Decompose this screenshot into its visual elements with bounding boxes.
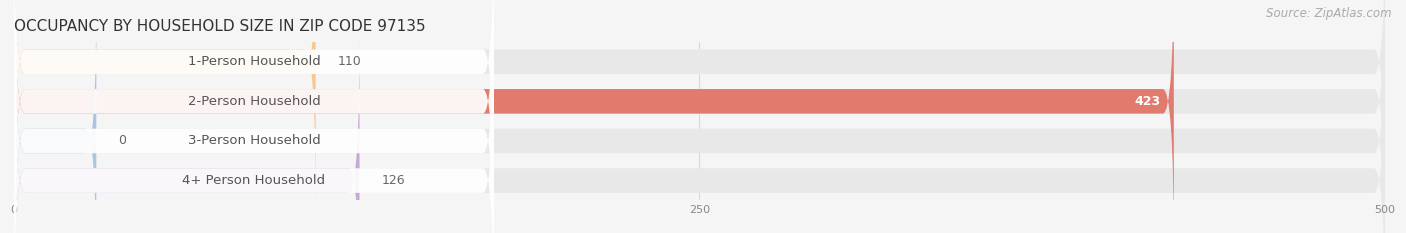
Text: 110: 110 (337, 55, 361, 68)
FancyBboxPatch shape (14, 0, 494, 208)
Text: 126: 126 (381, 174, 405, 187)
FancyBboxPatch shape (14, 0, 1385, 233)
Text: 423: 423 (1135, 95, 1160, 108)
Text: Source: ZipAtlas.com: Source: ZipAtlas.com (1267, 7, 1392, 20)
Text: 3-Person Household: 3-Person Household (187, 134, 321, 147)
FancyBboxPatch shape (14, 0, 316, 208)
Text: 0: 0 (118, 134, 127, 147)
FancyBboxPatch shape (14, 34, 494, 233)
FancyBboxPatch shape (14, 0, 96, 233)
FancyBboxPatch shape (14, 34, 1385, 233)
Text: OCCUPANCY BY HOUSEHOLD SIZE IN ZIP CODE 97135: OCCUPANCY BY HOUSEHOLD SIZE IN ZIP CODE … (14, 19, 426, 34)
Text: 2-Person Household: 2-Person Household (187, 95, 321, 108)
FancyBboxPatch shape (14, 0, 1174, 233)
FancyBboxPatch shape (14, 34, 360, 233)
FancyBboxPatch shape (14, 0, 494, 233)
Text: 1-Person Household: 1-Person Household (187, 55, 321, 68)
FancyBboxPatch shape (14, 0, 1385, 233)
Text: 4+ Person Household: 4+ Person Household (183, 174, 326, 187)
FancyBboxPatch shape (14, 0, 1385, 208)
FancyBboxPatch shape (14, 0, 494, 233)
